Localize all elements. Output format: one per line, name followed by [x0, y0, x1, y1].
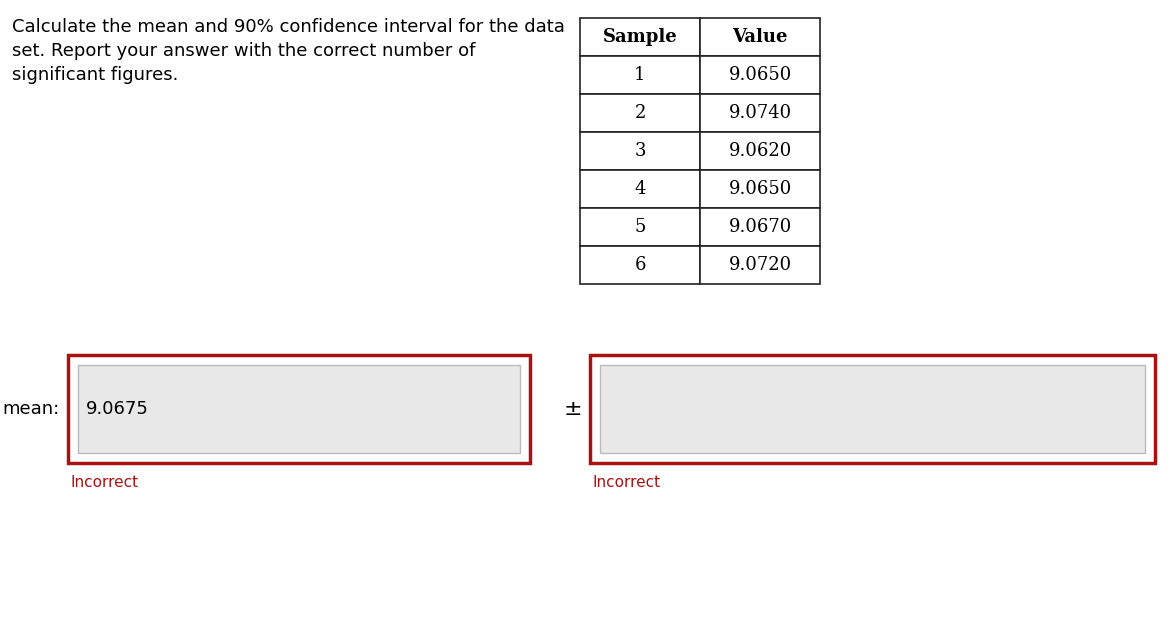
Bar: [700, 208, 820, 246]
Text: 9.0650: 9.0650: [728, 66, 792, 84]
Text: Sample: Sample: [603, 28, 677, 46]
Text: Value: Value: [732, 28, 788, 46]
Bar: [700, 246, 820, 284]
Text: 2: 2: [635, 104, 645, 122]
Text: Incorrect: Incorrect: [592, 475, 660, 490]
Bar: [579, 56, 700, 94]
Text: 1: 1: [635, 66, 646, 84]
Bar: [579, 170, 700, 208]
Text: Incorrect: Incorrect: [70, 475, 138, 490]
Text: Calculate the mean and 90% confidence interval for the data: Calculate the mean and 90% confidence in…: [12, 18, 565, 36]
Bar: [700, 170, 820, 208]
Text: 9.0740: 9.0740: [728, 104, 792, 122]
Text: 9.0650: 9.0650: [728, 180, 792, 198]
Text: 3: 3: [635, 142, 646, 160]
Bar: [700, 94, 820, 132]
Bar: [579, 208, 700, 246]
Bar: [68, 355, 530, 463]
Bar: [700, 132, 820, 170]
Bar: [77, 365, 520, 453]
Bar: [579, 18, 700, 56]
Text: 6: 6: [635, 256, 646, 274]
Text: 9.0720: 9.0720: [728, 256, 792, 274]
Bar: [601, 365, 1145, 453]
Text: ±: ±: [564, 399, 582, 419]
Bar: [579, 94, 700, 132]
Bar: [590, 355, 1155, 463]
Text: mean:: mean:: [2, 400, 60, 418]
Text: 9.0670: 9.0670: [728, 218, 792, 236]
Bar: [579, 246, 700, 284]
Bar: [700, 56, 820, 94]
Text: 9.0675: 9.0675: [86, 400, 149, 418]
Text: significant figures.: significant figures.: [12, 66, 178, 84]
Text: 5: 5: [635, 218, 645, 236]
Text: 9.0620: 9.0620: [728, 142, 792, 160]
Bar: [579, 132, 700, 170]
Text: 4: 4: [635, 180, 645, 198]
Bar: [700, 18, 820, 56]
Text: set. Report your answer with the correct number of: set. Report your answer with the correct…: [12, 42, 475, 60]
